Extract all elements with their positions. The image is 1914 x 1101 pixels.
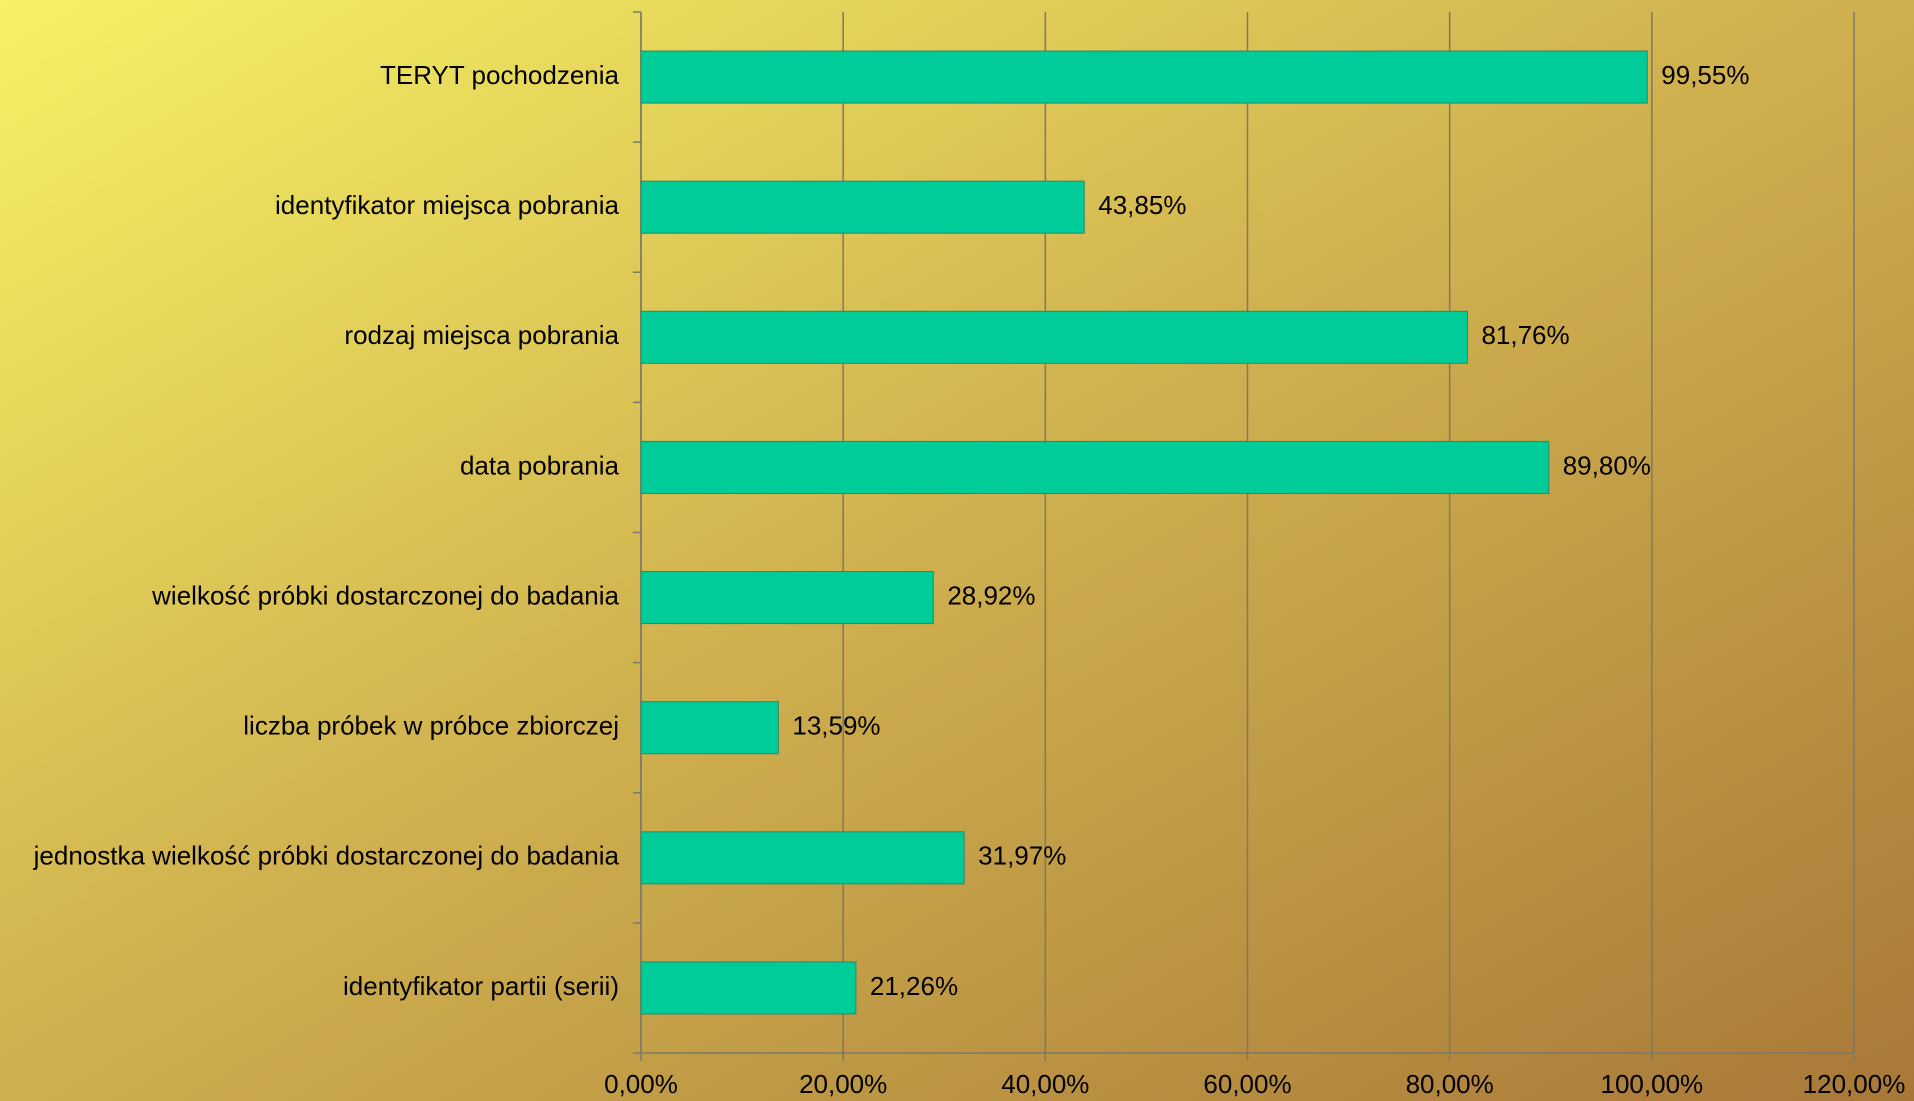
y-tick-label: identyfikator miejsca pobrania	[275, 190, 619, 220]
x-tick-label: 0,00%	[604, 1069, 678, 1099]
x-tick-label: 80,00%	[1406, 1069, 1494, 1099]
bar	[640, 961, 857, 1015]
y-tick-label: TERYT pochodzenia	[380, 60, 620, 90]
value-label: 99,55%	[1661, 60, 1749, 90]
y-tick-label: data pobrania	[460, 450, 620, 480]
value-label: 89,80%	[1563, 450, 1651, 480]
x-tick-label: 40,00%	[1001, 1069, 1089, 1099]
bar	[640, 50, 1648, 104]
bar	[640, 701, 779, 755]
value-label: 13,59%	[792, 711, 880, 741]
y-tick-label: rodzaj miejsca pobrania	[344, 320, 619, 350]
y-tick-label: identyfikator partii (serii)	[343, 971, 619, 1001]
x-tick-label: 100,00%	[1601, 1069, 1704, 1099]
x-tick-label: 60,00%	[1203, 1069, 1291, 1099]
y-tick-label: jednostka wielkość próbki dostarczonej d…	[33, 841, 620, 871]
x-tick-label: 120,00%	[1803, 1069, 1906, 1099]
bar	[640, 310, 1468, 364]
value-label: 43,85%	[1098, 190, 1186, 220]
value-label: 28,92%	[947, 580, 1035, 610]
bar	[640, 571, 934, 625]
bar	[640, 831, 965, 885]
value-label: 21,26%	[870, 971, 958, 1001]
value-label: 81,76%	[1481, 320, 1569, 350]
y-tick-label: liczba próbek w próbce zbiorczej	[243, 711, 619, 741]
x-tick-label: 20,00%	[799, 1069, 887, 1099]
bar	[640, 180, 1085, 234]
value-label: 31,97%	[978, 841, 1066, 871]
y-tick-label: wielkość próbki dostarczonej do badania	[151, 580, 619, 610]
bar	[640, 440, 1550, 494]
